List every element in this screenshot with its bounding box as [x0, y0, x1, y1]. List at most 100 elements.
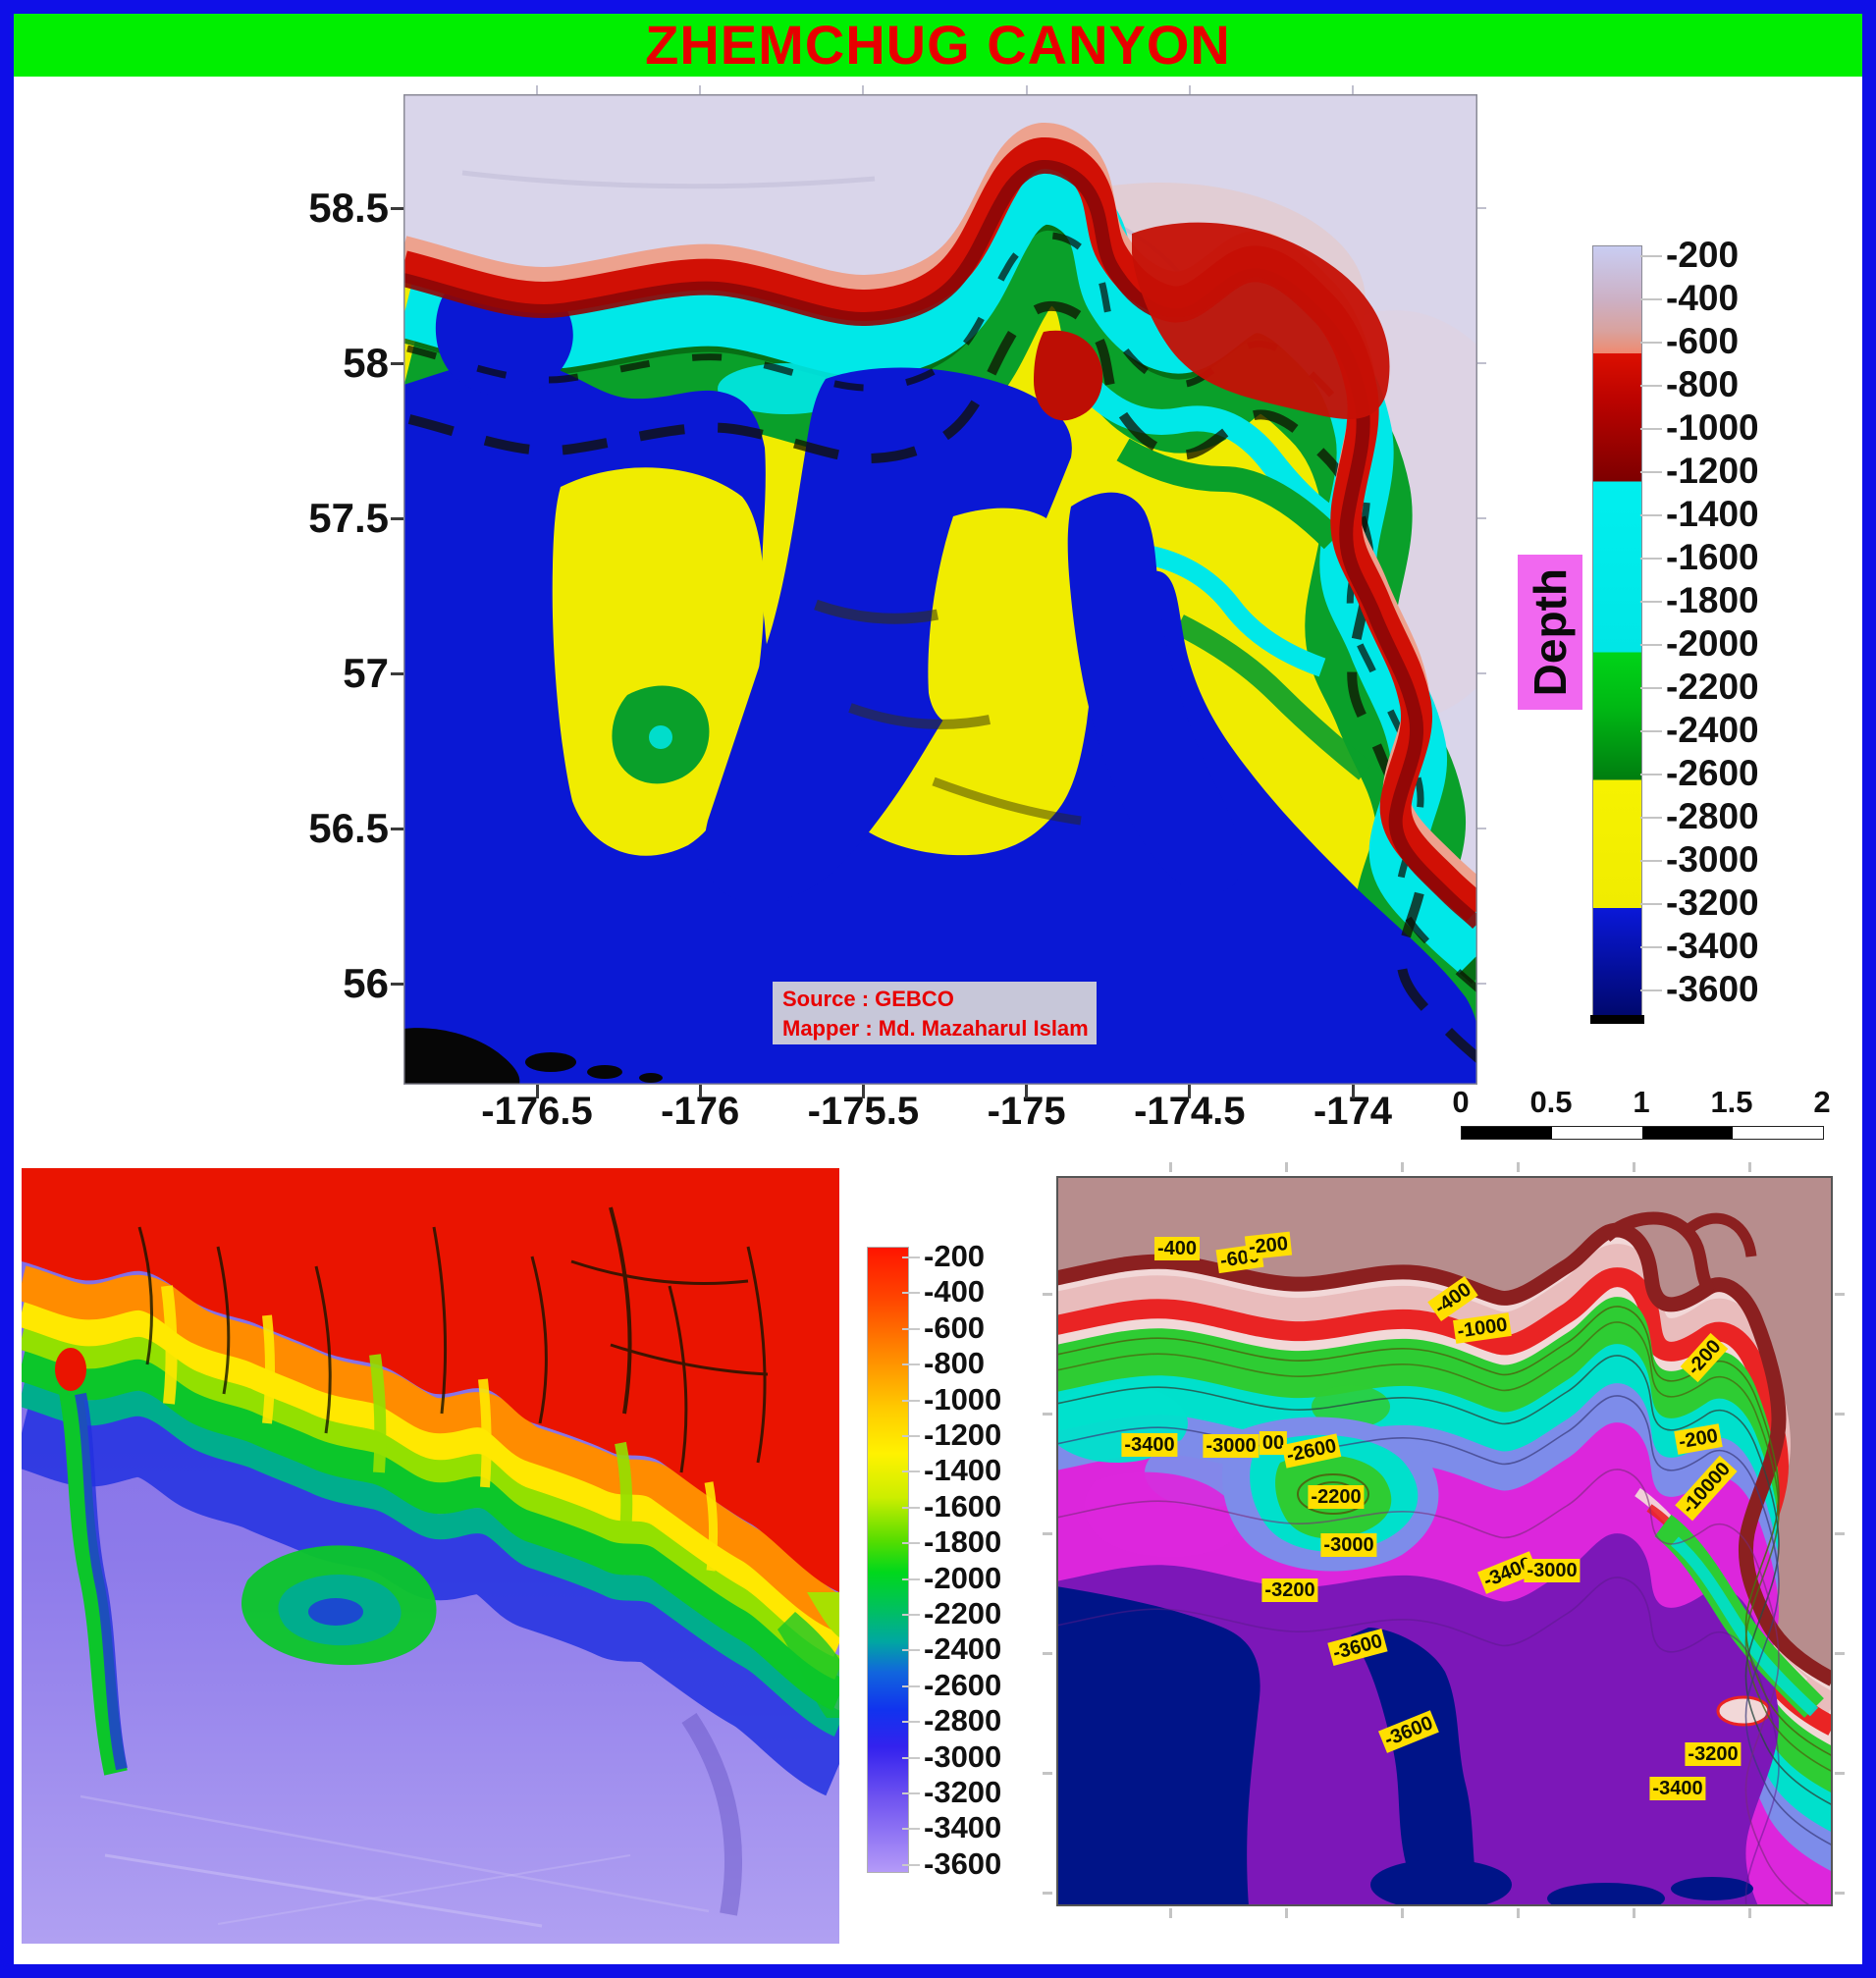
depth-legend-label: -1800: [1640, 580, 1759, 620]
depth-legend-label: -1400: [1640, 494, 1759, 534]
depth-legend-label: -3200: [1640, 882, 1759, 923]
tick-mark: [1477, 983, 1486, 985]
deep-basin: [403, 267, 1477, 1085]
tick-mark: [391, 516, 403, 520]
source-line: Source : GEBCO: [782, 987, 954, 1011]
hillshade-legend-label: -1400: [901, 1453, 1002, 1488]
scale-bar-label: 1.5: [1710, 1085, 1753, 1119]
map-frame: [403, 94, 1477, 1085]
hillshade-legend-label: -600: [901, 1310, 986, 1345]
deepest-navy-zones: [1056, 1586, 1753, 1906]
tick-mark: [391, 671, 403, 675]
contour-depth-label: -200: [1674, 1423, 1723, 1455]
hillshade-legend-label: -400: [901, 1274, 986, 1310]
hillshade-legend-label: -2600: [901, 1667, 1002, 1702]
scale-bar-label: 0.5: [1529, 1085, 1573, 1119]
tick-mark: [699, 85, 702, 94]
hillshade-legend-label: -200: [901, 1239, 986, 1273]
contour-depth-label: -3000: [1524, 1559, 1581, 1582]
tick-mark: [535, 1085, 539, 1098]
scale-segment: [1462, 1127, 1552, 1139]
contour-depth-label: -3400: [1121, 1433, 1178, 1457]
tick-mark: [1477, 828, 1486, 829]
tick-mark: [536, 85, 538, 94]
depth-legend-title-box: Depth: [1518, 555, 1582, 710]
tick-mark: [391, 361, 403, 365]
contour-ticks-left: [1043, 1176, 1052, 1906]
tick-mark: [1188, 1085, 1192, 1098]
depth-legend-label: -2200: [1640, 667, 1759, 707]
contour-depth-label: -3000: [1320, 1533, 1377, 1557]
tick-mark: [1477, 362, 1486, 364]
source-annotation: Source : GEBCO Mapper : Md. Mazaharul Is…: [773, 982, 1097, 1044]
depth-legend-label: -200: [1639, 235, 1740, 275]
contour-depth-label: -3600: [1327, 1629, 1388, 1666]
mapper-line: Mapper : Md. Mazaharul Islam: [782, 1016, 1089, 1041]
shadow-relief: [407, 236, 1477, 1063]
tick-mark: [1025, 85, 1028, 94]
tick-mark: [1025, 1085, 1029, 1098]
drainage-cracks: [137, 1206, 769, 1473]
contour-depth-label: -2200: [1308, 1485, 1365, 1509]
contour-ticks-top: [1056, 1162, 1833, 1172]
hillshade-legend-label: -2400: [901, 1631, 1002, 1667]
contour-depth-label: -3000: [1203, 1434, 1260, 1458]
latitude-tick-label: 56.5: [308, 805, 389, 851]
tick-mark: [1477, 672, 1486, 674]
seafloor-black-patches: [403, 1028, 663, 1085]
hillshade-legend-label: -3600: [901, 1845, 1002, 1881]
depth-legend-label: -2400: [1640, 710, 1759, 750]
latitude-tick-label: 58: [343, 340, 389, 386]
tick-mark: [1188, 85, 1191, 94]
hillshade-legend-label: -1800: [901, 1524, 1002, 1560]
latitude-tick-label: 57: [343, 650, 389, 696]
contour-ticks-right: [1835, 1176, 1845, 1906]
tick-mark: [1352, 85, 1354, 94]
title-bar: ZHEMCHUG CANYON: [14, 12, 1862, 77]
left-yellow-lobe: [552, 467, 765, 856]
tick-mark: [861, 1085, 865, 1098]
hillshade-colorbar: [867, 1247, 909, 1873]
survey-track-lines: [80, 1794, 710, 1928]
tick-mark: [1477, 517, 1486, 519]
east-slope-details: [681, 1592, 839, 1916]
depth-legend-label: -1600: [1640, 537, 1759, 577]
hillshade-legend-label: -3200: [901, 1775, 1002, 1809]
map-frame: [1056, 1176, 1833, 1906]
depth-legend-label: -1000: [1640, 407, 1759, 448]
tick-mark: [1477, 207, 1486, 209]
hillshade-legend-label: -1600: [901, 1488, 1002, 1524]
scale-segment: [1552, 1127, 1642, 1139]
main-bathymetry-map: [403, 94, 1477, 1085]
depth-legend-label: -2000: [1640, 623, 1759, 664]
tick-mark: [391, 206, 403, 210]
contour-depth-label: -10000: [1675, 1455, 1738, 1522]
mid-basin-mound: [241, 1545, 437, 1666]
depth-colorbar-end-cap: [1590, 1015, 1644, 1024]
shelf-edge-dark-red-ribbon: [1056, 1211, 1833, 1680]
page-title: ZHEMCHUG CANYON: [645, 13, 1231, 76]
depth-legend-label: -1200: [1640, 451, 1759, 491]
hillshade-legend-label: -2000: [901, 1560, 1002, 1595]
hillshade-legend-label: -1000: [901, 1381, 1002, 1417]
canyon-fingers: [161, 1285, 719, 1572]
scale-segment: [1733, 1127, 1823, 1139]
contour-depth-label: -3200: [1261, 1578, 1318, 1602]
shallow-shelf-red-zone: [22, 1168, 839, 1592]
hillshade-legend-label: -3400: [901, 1810, 1002, 1845]
latitude-tick-label: 57.5: [308, 495, 389, 541]
contour-depth-label: -1000: [1453, 1312, 1512, 1344]
contour-depth-label: -3600: [1378, 1710, 1439, 1753]
contour-depth-label: -3200: [1685, 1742, 1742, 1766]
contour-depth-label: -200: [1244, 1231, 1293, 1260]
hillshade-legend-label: -2200: [901, 1596, 1002, 1631]
depth-legend-label: -3000: [1640, 839, 1759, 880]
latitude-tick-label: 56: [343, 960, 389, 1006]
